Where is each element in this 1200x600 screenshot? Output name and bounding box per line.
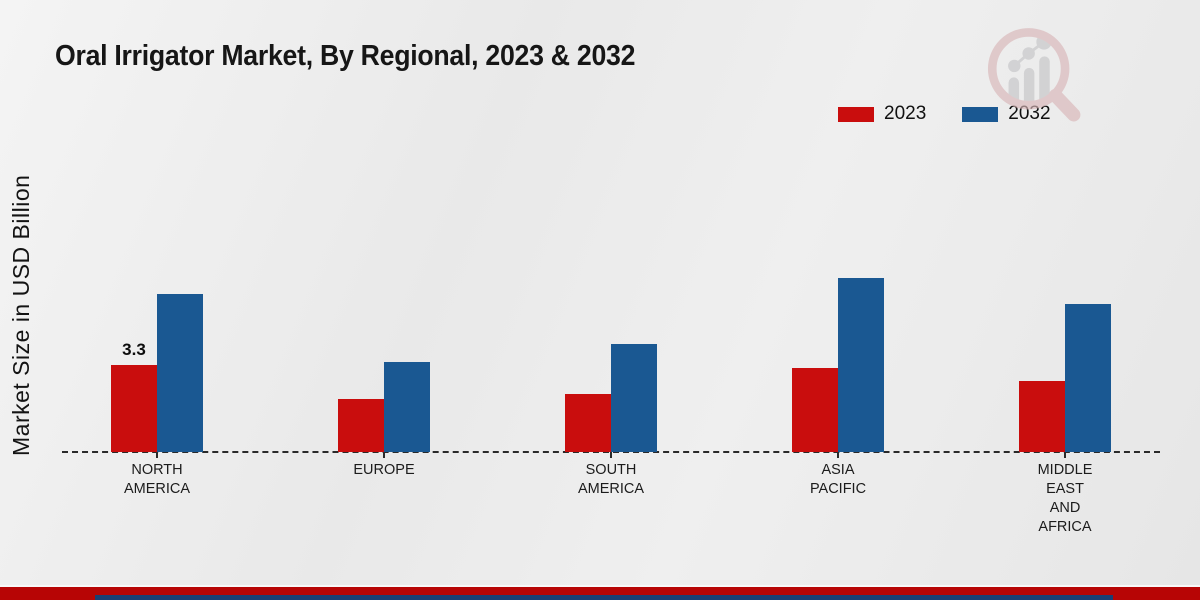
magnifier-bar-chart-logo-icon xyxy=(987,28,1081,122)
category-label-europe: EUROPE xyxy=(353,462,415,478)
bar-2023-asia-pacific xyxy=(792,367,838,452)
x-axis-tick xyxy=(610,452,612,458)
category-label-asia-pacific: ASIA PACIFIC xyxy=(809,462,867,497)
bar-2032-north-america xyxy=(157,293,203,452)
legend-label-2023: 2023 xyxy=(884,103,927,124)
footer-navy-strip xyxy=(95,595,1113,600)
bar-2032-south-america xyxy=(611,343,657,452)
x-axis-tick xyxy=(837,452,839,458)
legend-item-2023: 2023 xyxy=(838,103,926,125)
category-label-south-america: SOUTH AMERICA xyxy=(577,462,645,497)
bar-2032-europe xyxy=(384,362,430,452)
data-label-2023-north-america: 3.3 xyxy=(122,340,146,360)
bar-2023-europe xyxy=(338,399,384,452)
legend-swatch-2032 xyxy=(962,106,999,122)
bar-2032-asia-pacific xyxy=(838,278,884,452)
x-axis-tick xyxy=(383,452,385,458)
category-label-north-america: NORTH AMERICA xyxy=(123,462,191,497)
bar-2023-south-america xyxy=(565,394,611,452)
x-axis-tick xyxy=(1064,452,1066,458)
page-title: Oral Irrigator Market, By Regional, 2023… xyxy=(55,40,636,72)
legend-swatch-2023 xyxy=(838,106,874,122)
bar-2023-middle-east-and-africa xyxy=(1019,380,1065,452)
bar-2032-middle-east-and-africa xyxy=(1065,304,1111,452)
x-axis-tick xyxy=(156,452,158,458)
bar-2023-north-america xyxy=(111,365,157,452)
category-label-middle-east-and-africa: MIDDLE EAST AND AFRICA xyxy=(1037,462,1093,535)
